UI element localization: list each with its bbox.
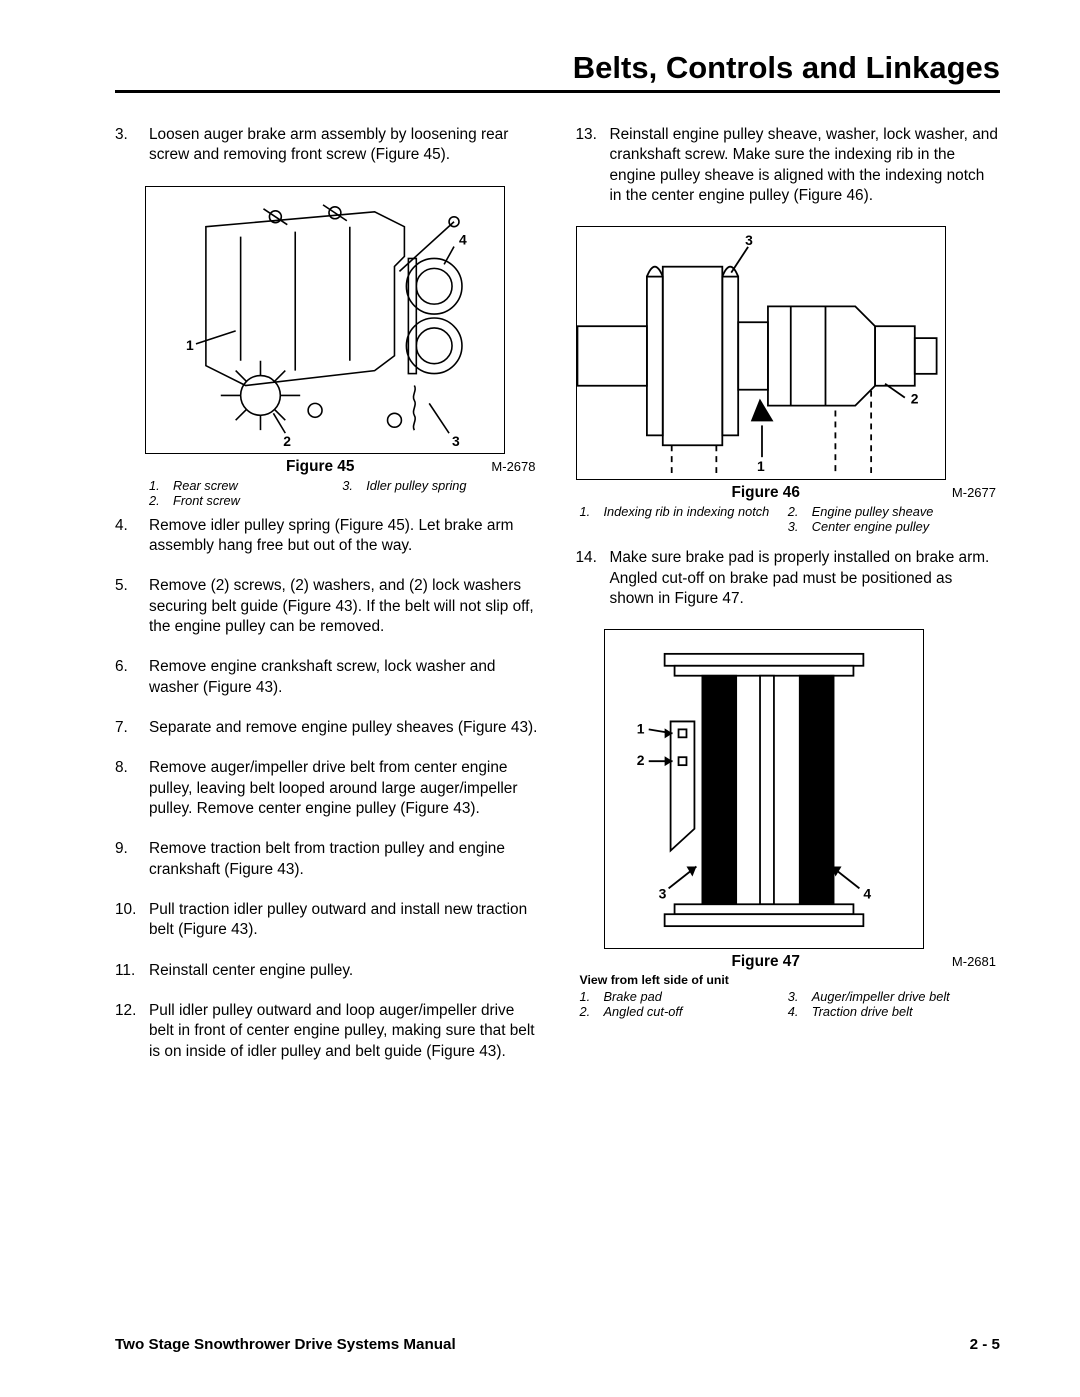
figure-45-legend: 1.Rear screw 3.Idler pulley spring 2.Fro…	[145, 478, 540, 508]
figure-47-block: 1 2 3 4 Figure 47 M-2681 View from left …	[576, 629, 1001, 1019]
figure-46-svg: 3 2 1	[577, 227, 945, 479]
figure-47-image: 1 2 3 4	[604, 629, 924, 949]
figure-45-image: 1 2 3 4	[145, 186, 505, 454]
f47-callout-2: 2	[636, 752, 644, 768]
right-steps-b: 14.Make sure brake pad is properly insta…	[576, 548, 1001, 609]
figure-45-label: Figure 45	[149, 458, 491, 476]
footer-page: 2 - 5	[970, 1336, 1000, 1353]
step-12: 12.Pull idler pulley outward and loop au…	[115, 1001, 540, 1062]
right-steps-a: 13.Reinstall engine pulley sheave, washe…	[576, 125, 1001, 206]
figure-46-caption: Figure 46 M-2677	[576, 480, 1001, 504]
section-title: Belts, Controls and Linkages	[115, 50, 1000, 86]
f45-callout-2: 2	[283, 433, 291, 449]
figure-47-caption: Figure 47 M-2681	[576, 949, 1001, 973]
footer-title: Two Stage Snowthrower Drive Systems Manu…	[115, 1336, 456, 1353]
step-10: 10.Pull traction idler pulley outward an…	[115, 900, 540, 941]
left-column: 3. Loosen auger brake arm assembly by lo…	[115, 125, 540, 1082]
f47-callout-3: 3	[658, 886, 666, 902]
figure-46-image: 3 2 1	[576, 226, 946, 480]
page-header: Belts, Controls and Linkages	[115, 50, 1000, 93]
left-steps-cont: 4.Remove idler pulley spring (Figure 45)…	[115, 516, 540, 1062]
step-7: 7.Separate and remove engine pulley shea…	[115, 718, 540, 738]
figure-45-code: M-2678	[491, 459, 535, 474]
figure-47-code: M-2681	[952, 954, 996, 969]
f45-callout-3: 3	[452, 433, 460, 449]
f45-callout-1: 1	[186, 336, 194, 352]
page-footer: Two Stage Snowthrower Drive Systems Manu…	[115, 1336, 1000, 1353]
f46-callout-2: 2	[910, 391, 918, 407]
right-column: 13.Reinstall engine pulley sheave, washe…	[576, 125, 1001, 1082]
step-3: 3. Loosen auger brake arm assembly by lo…	[115, 125, 540, 166]
figure-47-label: Figure 47	[580, 953, 952, 971]
f47-callout-4: 4	[863, 886, 871, 902]
left-steps: 3. Loosen auger brake arm assembly by lo…	[115, 125, 540, 166]
step-5: 5.Remove (2) screws, (2) washers, and (2…	[115, 576, 540, 637]
step-11: 11.Reinstall center engine pulley.	[115, 961, 540, 981]
figure-46-code: M-2677	[952, 485, 996, 500]
figure-47-svg: 1 2 3 4	[605, 630, 923, 948]
figure-46-legend: 1.Indexing rib in indexing notch 2.Engin…	[576, 504, 1001, 534]
step-13: 13.Reinstall engine pulley sheave, washe…	[576, 125, 1001, 206]
figure-45-caption: Figure 45 M-2678	[145, 454, 540, 478]
figure-46-label: Figure 46	[580, 484, 952, 502]
step-number: 3.	[115, 125, 149, 166]
figure-45-block: 1 2 3 4 Figure 45 M-2678 1.Rear screw 3.…	[145, 186, 540, 508]
step-6: 6.Remove engine crankshaft screw, lock w…	[115, 657, 540, 698]
step-text: Loosen auger brake arm assembly by loose…	[149, 125, 540, 166]
step-9: 9.Remove traction belt from traction pul…	[115, 839, 540, 880]
step-4: 4.Remove idler pulley spring (Figure 45)…	[115, 516, 540, 557]
f47-callout-1: 1	[636, 721, 644, 737]
figure-47-legend: View from left side of unit 1.Brake pad …	[576, 973, 1001, 1019]
f46-callout-1: 1	[757, 458, 765, 474]
figure-46-block: 3 2 1 Figure 46 M-2677 1.Indexing rib in…	[576, 226, 1001, 534]
step-14: 14.Make sure brake pad is properly insta…	[576, 548, 1001, 609]
f46-callout-3: 3	[745, 232, 753, 248]
step-8: 8.Remove auger/impeller drive belt from …	[115, 758, 540, 819]
figure-45-svg: 1 2 3 4	[146, 187, 504, 453]
f45-callout-4: 4	[459, 231, 467, 247]
figure-47-note: View from left side of unit	[580, 973, 997, 987]
content-columns: 3. Loosen auger brake arm assembly by lo…	[115, 125, 1000, 1082]
